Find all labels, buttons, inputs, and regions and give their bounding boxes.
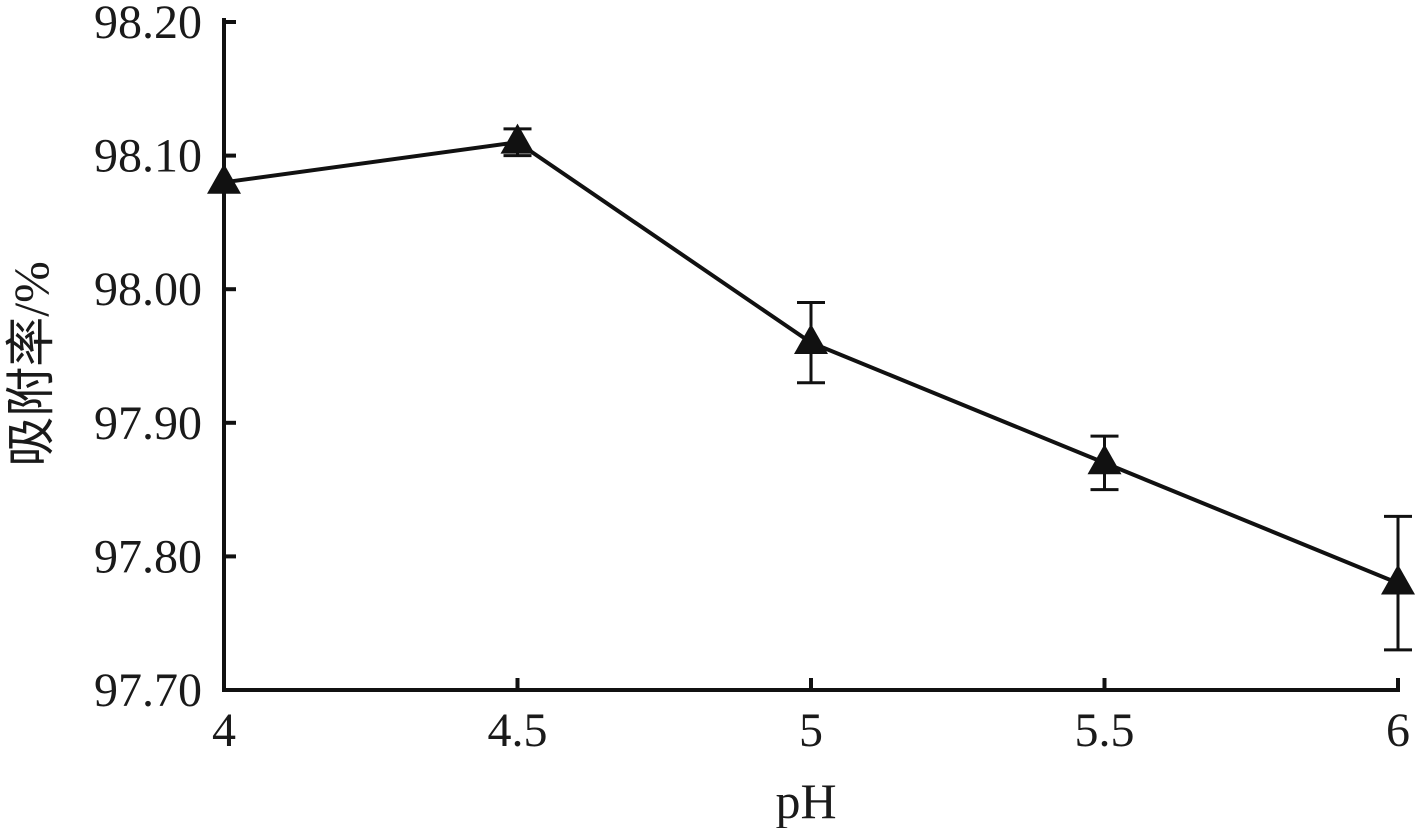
x-tick-label: 4.5 bbox=[488, 704, 548, 757]
data-point-triangle bbox=[794, 324, 828, 355]
y-tick-label: 98.00 bbox=[94, 263, 202, 316]
y-tick-label: 97.90 bbox=[94, 397, 202, 450]
data-point-triangle bbox=[207, 163, 241, 194]
plot-area: 97.70 97.80 97.90 98.00 98.10 98.20 4 4.5 5 5.5 6 p… bbox=[3, 0, 1415, 828]
x-tick-label: 5.5 bbox=[1075, 704, 1135, 757]
x-axis-title: pH bbox=[775, 773, 836, 828]
y-tick-label: 97.80 bbox=[94, 530, 202, 583]
data-point-triangle bbox=[1381, 564, 1415, 595]
x-tick-label: 4 bbox=[212, 704, 236, 757]
x-tick-label: 6 bbox=[1386, 704, 1410, 757]
y-tick-label: 98.20 bbox=[94, 0, 202, 49]
y-tick-label: 98.10 bbox=[94, 130, 202, 183]
data-point-triangle bbox=[500, 123, 535, 154]
y-axis-title: 吸附率/% bbox=[3, 261, 59, 467]
x-tick-label: 5 bbox=[799, 704, 823, 757]
y-tick-label: 97.70 bbox=[94, 664, 202, 717]
data-point-triangle bbox=[1087, 444, 1122, 475]
